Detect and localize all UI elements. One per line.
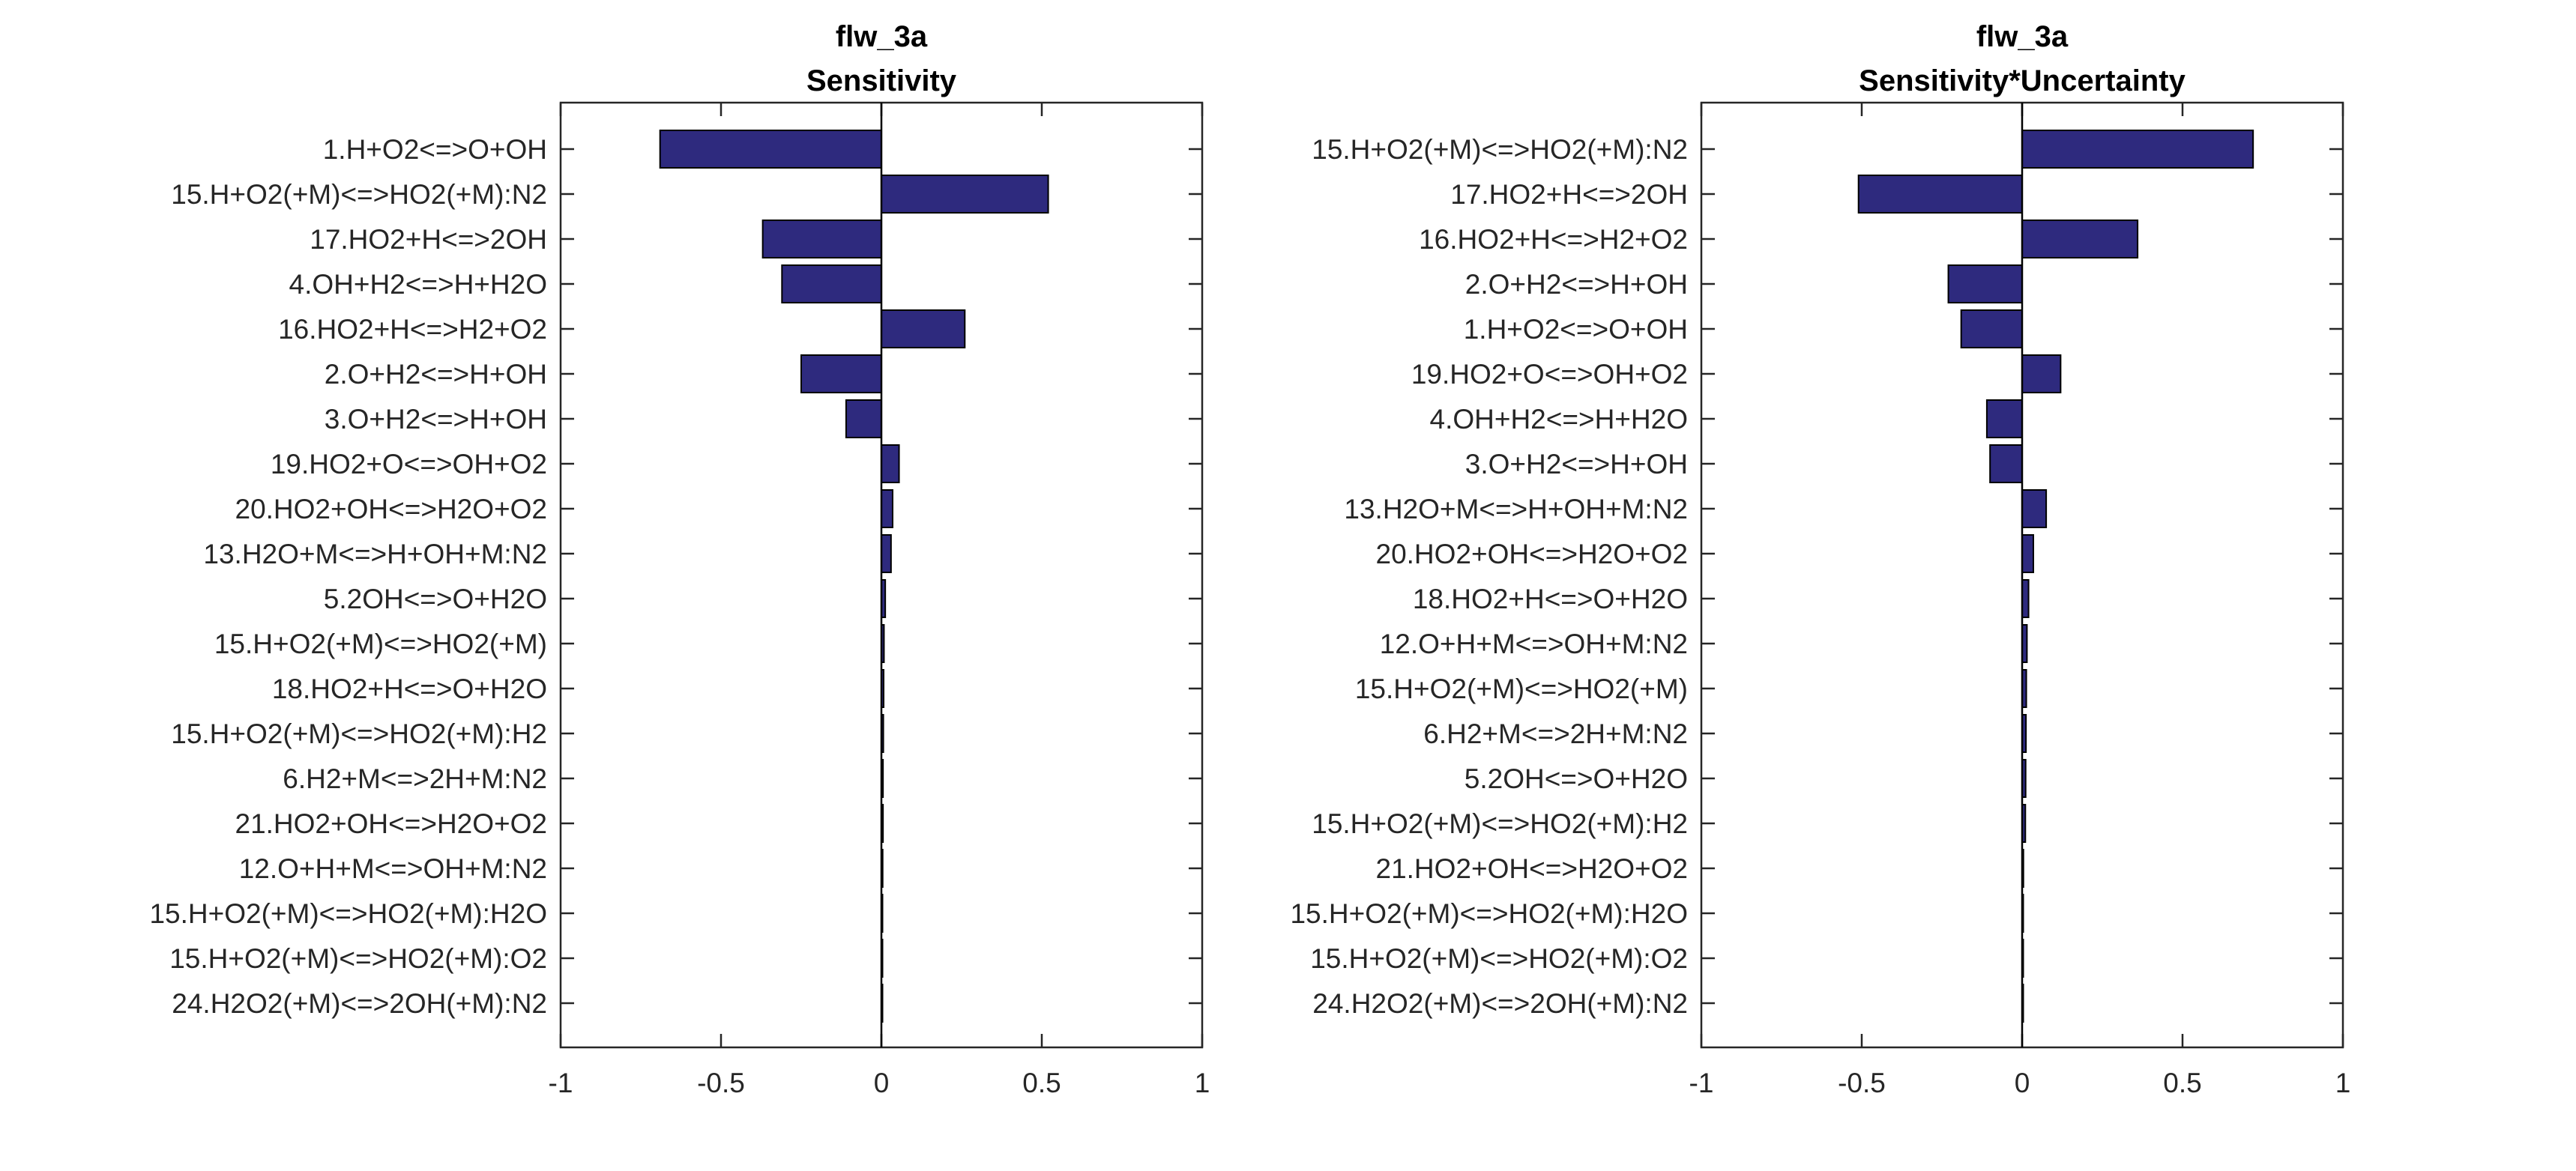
bar — [2021, 534, 2034, 573]
bar — [1985, 399, 2023, 438]
category-label: 5.2OH<=>O+H2O — [324, 584, 547, 614]
category-label: 17.HO2+H<=>2OH — [1450, 179, 1688, 210]
category-label: 20.HO2+OH<=>H2O+O2 — [1376, 539, 1689, 569]
category-label: 15.H+O2(+M)<=>HO2(+M):H2O — [149, 898, 547, 929]
x-tick-label: -1 — [549, 1068, 573, 1098]
bar — [881, 534, 892, 573]
x-tick-label: -0.5 — [1838, 1068, 1886, 1098]
chart-subtitle: Sensitivity — [806, 64, 957, 97]
x-tick-label: 0.5 — [1022, 1068, 1061, 1098]
chart-title: flw_3a — [1976, 20, 2069, 53]
bar — [2021, 354, 2062, 393]
category-label: 13.H2O+M<=>H+OH+M:N2 — [203, 539, 547, 569]
bar — [881, 175, 1049, 214]
category-label: 5.2OH<=>O+H2O — [1465, 763, 1688, 794]
category-label: 15.H+O2(+M)<=>HO2(+M):H2 — [1312, 808, 1688, 839]
category-label: 4.OH+H2<=>H+H2O — [1430, 404, 1689, 435]
category-label: 15.H+O2(+M)<=>HO2(+M):O2 — [1310, 943, 1688, 974]
category-label: 15.H+O2(+M)<=>HO2(+M):H2 — [171, 718, 547, 749]
category-label: 15.H+O2(+M)<=>HO2(+M) — [214, 629, 547, 659]
category-label: 3.O+H2<=>H+OH — [325, 404, 547, 435]
bar — [2021, 130, 2254, 169]
chart-panel-1: flw_3a Sensitivity -1 -0.5 0 0.5 1 1.H+O2<=>O+O… — [149, 20, 1210, 1098]
bar — [1989, 444, 2023, 483]
category-label: 6.H2+M<=>2H+M:N2 — [1423, 718, 1688, 749]
category-label: 1.H+O2<=>O+OH — [1464, 314, 1688, 345]
bar — [781, 264, 882, 303]
category-label: 15.H+O2(+M)<=>HO2(+M):O2 — [169, 943, 547, 974]
x-tick-label: 1 — [2335, 1068, 2351, 1098]
category-label: 18.HO2+H<=>O+H2O — [1413, 584, 1688, 614]
bar — [2021, 220, 2139, 258]
chart-subtitle: Sensitivity*Uncertainty — [1859, 64, 2186, 97]
category-label: 15.H+O2(+M)<=>HO2(+M):N2 — [1312, 134, 1688, 165]
x-tick-label: -1 — [1689, 1068, 1714, 1098]
category-label: 13.H2O+M<=>H+OH+M:N2 — [1344, 494, 1688, 524]
category-label: 1.H+O2<=>O+OH — [323, 134, 547, 165]
category-label: 3.O+H2<=>H+OH — [1465, 449, 1688, 479]
category-label: 4.OH+H2<=>H+H2O — [289, 269, 548, 300]
category-label: 24.H2O2(+M)<=>2OH(+M):N2 — [1312, 988, 1688, 1019]
chart-title: flw_3a — [836, 20, 928, 53]
category-label: 2.O+H2<=>H+OH — [1465, 269, 1688, 300]
category-label: 16.HO2+H<=>H2+O2 — [278, 314, 547, 345]
x-tick-label: -0.5 — [697, 1068, 745, 1098]
category-label: 19.HO2+O<=>OH+O2 — [271, 449, 547, 479]
x-tick-label: 1 — [1195, 1068, 1210, 1098]
bar — [800, 354, 882, 393]
x-tick-label: 0 — [874, 1068, 890, 1098]
category-label: 24.H2O2(+M)<=>2OH(+M):N2 — [172, 988, 547, 1019]
bar — [2021, 579, 2030, 618]
category-label: 15.H+O2(+M)<=>HO2(+M) — [1355, 674, 1688, 704]
category-label: 17.HO2+H<=>2OH — [310, 224, 547, 255]
category-label: 12.O+H+M<=>OH+M:N2 — [1380, 629, 1688, 659]
bar — [1960, 309, 2023, 348]
category-label: 18.HO2+H<=>O+H2O — [272, 674, 547, 704]
category-label: 16.HO2+H<=>H2+O2 — [1419, 224, 1688, 255]
bar — [881, 444, 900, 483]
category-label: 12.O+H+M<=>OH+M:N2 — [239, 853, 547, 884]
bar — [845, 399, 883, 438]
bar — [2021, 489, 2048, 528]
category-label: 6.H2+M<=>2H+M:N2 — [283, 763, 547, 794]
bar — [881, 309, 966, 348]
category-label: 20.HO2+OH<=>H2O+O2 — [235, 494, 548, 524]
category-label: 21.HO2+OH<=>H2O+O2 — [235, 808, 548, 839]
bar — [1857, 175, 2023, 214]
bar — [761, 220, 883, 258]
bar — [881, 489, 893, 528]
category-label: 19.HO2+O<=>OH+O2 — [1411, 359, 1688, 390]
x-tick-label: 0 — [2015, 1068, 2030, 1098]
category-label: 15.H+O2(+M)<=>HO2(+M):H2O — [1290, 898, 1688, 929]
chart-panel-2: flw_3a Sensitivity*Uncertainty -1 -0.5 0 0.5 1… — [1290, 20, 2350, 1098]
category-label: 2.O+H2<=>H+OH — [325, 359, 547, 390]
bar — [659, 130, 882, 169]
x-tick-label: 0.5 — [2163, 1068, 2201, 1098]
bar — [1947, 264, 2024, 303]
category-label: 21.HO2+OH<=>H2O+O2 — [1376, 853, 1689, 884]
category-label: 15.H+O2(+M)<=>HO2(+M):N2 — [171, 179, 547, 210]
